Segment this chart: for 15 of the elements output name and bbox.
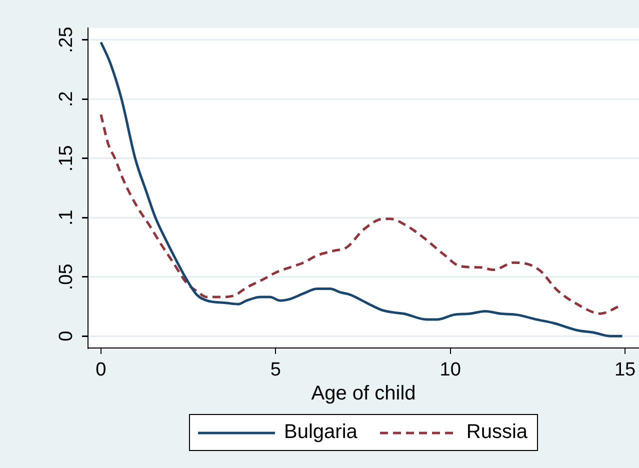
x-axis-title: Age of child xyxy=(311,382,416,405)
legend-label: Russia xyxy=(466,421,528,444)
y-tick-label: .05 xyxy=(56,264,78,290)
line-series xyxy=(100,40,624,338)
y-tick-label: .2 xyxy=(56,91,78,108)
y-tick-label: 0 xyxy=(56,330,78,342)
x-tick-label: 10 xyxy=(440,360,461,381)
legend-label: Bulgaria xyxy=(284,421,358,444)
y-tick-label: .1 xyxy=(56,210,78,226)
y-tick-label: .15 xyxy=(56,145,78,172)
y-tick-label: .25 xyxy=(56,26,78,54)
x-tick-label: 15 xyxy=(614,360,636,381)
x-tick-label: 5 xyxy=(270,360,281,381)
line-series xyxy=(100,113,620,315)
x-tick-label: 0 xyxy=(96,360,106,381)
